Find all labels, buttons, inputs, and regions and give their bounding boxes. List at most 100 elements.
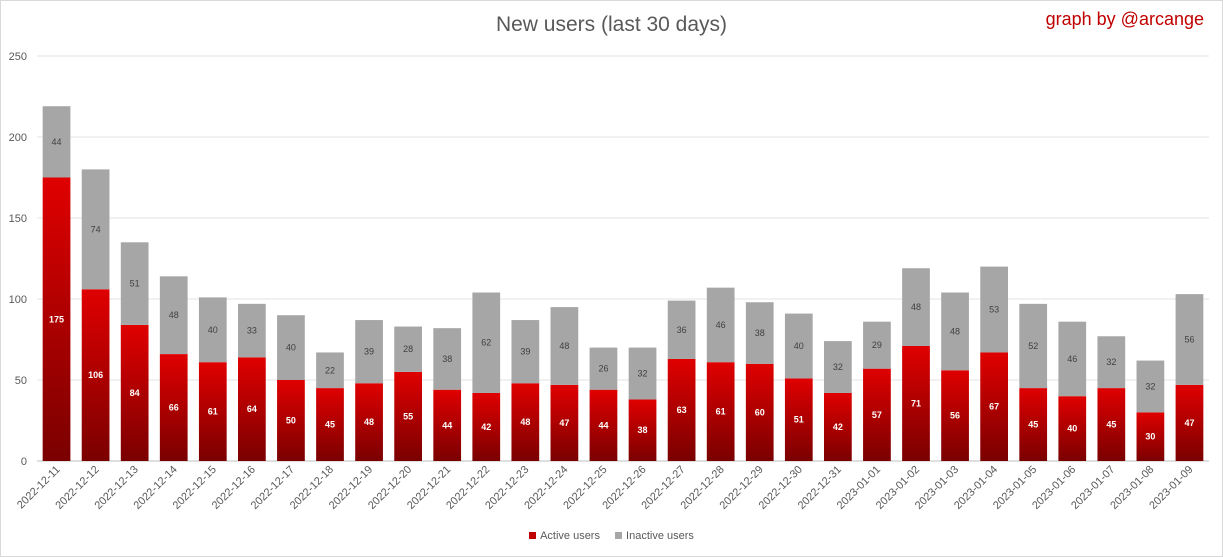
data-label-active: 106 (88, 370, 103, 380)
data-label-active: 47 (1184, 418, 1194, 428)
bar-inactive (472, 292, 501, 393)
bar-inactive (745, 302, 774, 364)
bar-active (667, 358, 696, 461)
data-label-inactive: 22 (325, 365, 335, 375)
legend-item-active: Active users (529, 530, 600, 542)
data-label-inactive: 56 (1184, 335, 1194, 345)
data-label-active: 84 (130, 388, 140, 398)
data-label-active: 42 (833, 422, 843, 432)
chart-legend: Active users Inactive users (1, 530, 1222, 542)
data-label-active: 56 (950, 411, 960, 421)
data-label-inactive: 48 (169, 310, 179, 320)
bar-inactive (159, 276, 188, 355)
bar-inactive (784, 313, 813, 379)
bar-active (628, 399, 657, 461)
bar-inactive (394, 326, 423, 372)
bar-inactive (277, 315, 305, 380)
y-tick-label: 100 (9, 294, 27, 306)
bar-inactive (550, 307, 579, 385)
bar-active (198, 362, 227, 461)
data-label-active: 38 (638, 425, 648, 435)
data-label-active: 30 (1145, 432, 1155, 442)
data-label-inactive: 53 (989, 305, 999, 315)
legend-label-inactive: Inactive users (626, 530, 694, 542)
bar-active (941, 370, 969, 461)
data-label-inactive: 44 (52, 137, 62, 147)
data-label-active: 66 (169, 403, 179, 413)
data-label-active: 71 (911, 398, 921, 408)
data-label-inactive: 39 (520, 347, 530, 357)
bar-active (511, 383, 540, 461)
bar-active (237, 357, 266, 461)
bar-active (472, 392, 501, 461)
bar-inactive (980, 266, 1009, 353)
data-label-inactive: 32 (638, 369, 648, 379)
data-label-active: 63 (677, 405, 687, 415)
legend-swatch-active (529, 532, 537, 539)
data-label-inactive: 26 (598, 364, 608, 374)
bar-active (42, 177, 71, 461)
bar-inactive (667, 300, 696, 359)
bar-inactive (511, 320, 540, 384)
data-label-active: 44 (442, 420, 452, 430)
bar-active (394, 371, 423, 461)
bar-active (706, 362, 735, 461)
data-label-active: 175 (49, 314, 64, 324)
bar-inactive (1019, 303, 1048, 389)
bar-active (823, 392, 852, 461)
bar-inactive (355, 320, 383, 384)
bar-active (316, 388, 344, 461)
data-label-active: 50 (286, 416, 296, 426)
bar-active (1136, 412, 1165, 461)
data-label-inactive: 29 (872, 340, 882, 350)
bar-inactive (589, 347, 618, 390)
data-label-active: 45 (325, 420, 335, 430)
data-label-active: 48 (520, 417, 530, 427)
bar-active (863, 368, 891, 461)
data-label-inactive: 46 (1067, 354, 1077, 364)
chart-title: New users (last 30 days) (495, 13, 728, 36)
bar-active (980, 352, 1009, 461)
bar-inactive (1175, 294, 1204, 385)
bar-active (1175, 384, 1204, 461)
data-label-inactive: 32 (1106, 357, 1116, 367)
bar-inactive (42, 106, 71, 178)
bar-inactive (863, 321, 891, 369)
bar-active (1097, 388, 1126, 461)
data-label-active: 67 (989, 402, 999, 412)
data-label-active: 57 (872, 410, 882, 420)
bar-inactive (1136, 360, 1165, 413)
data-label-inactive: 40 (286, 343, 296, 353)
bar-active (1019, 388, 1048, 461)
bar-active (745, 363, 774, 461)
data-label-inactive: 38 (755, 328, 765, 338)
bar-inactive (823, 341, 852, 393)
bar-active (589, 389, 618, 461)
bar-inactive (81, 169, 110, 290)
legend-item-inactive: Inactive users (615, 530, 694, 542)
data-label-inactive: 39 (364, 347, 374, 357)
data-label-inactive: 62 (481, 338, 491, 348)
bar-inactive (941, 292, 969, 371)
y-tick-label: 0 (21, 456, 27, 468)
data-label-inactive: 74 (91, 224, 101, 234)
bar-active (1058, 396, 1087, 461)
data-label-inactive: 52 (1028, 341, 1038, 351)
data-label-inactive: 48 (950, 326, 960, 336)
data-label-active: 44 (598, 420, 608, 430)
data-label-active: 48 (364, 417, 374, 427)
data-label-inactive: 36 (677, 325, 687, 335)
data-label-active: 64 (247, 404, 257, 414)
bar-inactive (316, 352, 344, 389)
y-tick-label: 200 (9, 132, 27, 144)
data-label-active: 40 (1067, 424, 1077, 434)
bar-active (355, 383, 383, 461)
data-label-inactive: 40 (794, 341, 804, 351)
data-label-inactive: 33 (247, 326, 257, 336)
data-label-active: 51 (794, 415, 804, 425)
data-label-inactive: 48 (559, 341, 569, 351)
bar-active (902, 345, 930, 461)
bar-inactive (1097, 336, 1126, 389)
